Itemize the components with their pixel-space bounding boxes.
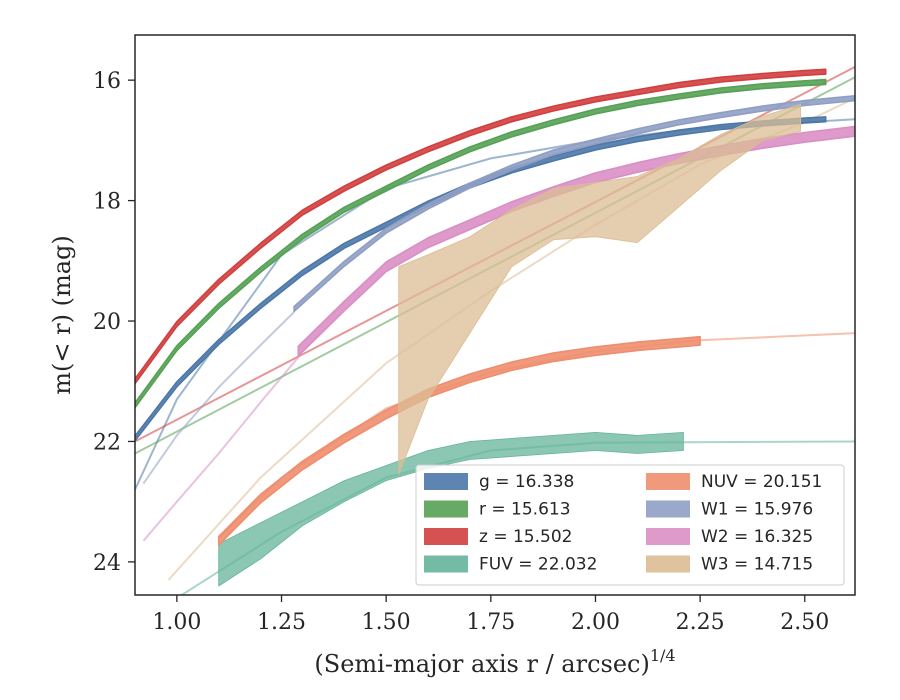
x-tick-label: 2.50 [780, 610, 829, 635]
legend-swatch-w1 [646, 500, 690, 518]
x-tick-label: 2.00 [571, 610, 620, 635]
legend-label-w2: W2 = 16.325 [701, 527, 813, 547]
legend-swatch-fuv [424, 555, 468, 573]
legend-label-w1: W1 = 15.976 [701, 500, 813, 520]
legend-swatch-g [424, 473, 468, 490]
y-axis: 16 18 20 22 24 [93, 69, 135, 576]
x-axis-title: (Semi-major axis r / arcsec)1/4 [314, 646, 675, 678]
legend-label-w3: W3 = 14.715 [701, 555, 813, 575]
y-tick-label: 20 [93, 310, 121, 335]
data-band-w1 [293, 95, 855, 313]
data-band-w3 [398, 103, 801, 475]
y-tick-label: 24 [93, 551, 121, 576]
x-tick-label: 1.00 [152, 610, 201, 635]
x-axis: 1.00 1.25 1.50 1.75 2.00 2.25 2.50 [152, 595, 829, 635]
legend-label-r: r = 15.613 [479, 500, 571, 520]
legend-swatch-w3 [646, 555, 690, 573]
x-tick-label: 1.75 [466, 610, 515, 635]
plot-frame [134, 34, 856, 596]
model-curve-w1 [142, 311, 295, 485]
legend-swatch-w2 [646, 528, 690, 545]
legend-swatch-r [424, 500, 468, 518]
legend-swatch-z [424, 528, 468, 545]
y-axis-title: m(< r) (mag) [48, 235, 76, 394]
series-layer [135, 66, 855, 595]
legend-label-z: z = 15.502 [479, 527, 572, 547]
data-band-fuv [218, 432, 684, 587]
model-curve-w2 [142, 356, 300, 542]
y-tick-label: 22 [93, 430, 121, 455]
x-tick-label: 1.50 [362, 610, 411, 635]
legend-label-fuv: FUV = 22.032 [479, 555, 597, 575]
x-tick-label: 2.25 [676, 610, 725, 635]
data-band-z [135, 68, 827, 385]
data-band-w2 [297, 125, 855, 357]
legend-swatch-nuv [646, 473, 690, 490]
data-band-r [135, 78, 827, 409]
x-tick-label: 1.25 [257, 610, 306, 635]
legend-label-g: g = 16.338 [479, 472, 574, 492]
legend: g = 16.338 r = 15.613 z = 15.502 FUV = 22.0… [415, 464, 845, 586]
y-tick-label: 16 [93, 69, 121, 94]
y-tick-label: 18 [93, 190, 121, 215]
legend-label-nuv: NUV = 20.151 [701, 472, 822, 492]
legend-frame [415, 464, 845, 586]
